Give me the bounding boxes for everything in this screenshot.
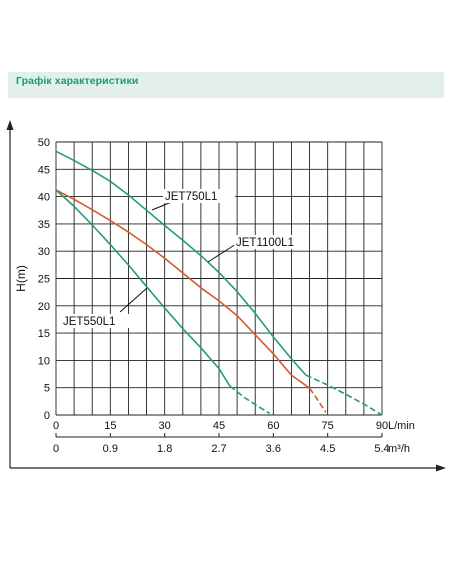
x-tick-label: 0 [53,420,59,432]
chart-labels: H(m) JET750L1 JET1100L1 JET550L1 [14,189,306,328]
series-extension-0 [305,374,383,416]
x2-tick-label: 0.9 [103,443,118,455]
x-tick-label: 30 [159,420,171,432]
x2-tick-label: 0 [53,443,59,455]
x-tick-label: 90 [376,420,388,432]
chart-series [55,150,383,416]
x2-unit-label: m³/h [388,443,410,455]
x2-tick-label: 1.8 [157,443,172,455]
y-tick-label: 5 [44,383,50,395]
y-tick-label: 20 [38,301,50,313]
x-tick-label: 75 [322,420,334,432]
series-extension-1 [308,387,327,413]
series-label: JET750L1 [165,191,217,203]
x2-tick-label: 2.7 [211,443,226,455]
section-header-bar: Графік характеристики [8,72,444,98]
x2-tick-label: 3.6 [266,443,281,455]
series-leader-line [207,243,237,263]
series-label: JET550L1 [63,316,115,328]
y-tick-label: 0 [44,410,50,422]
series-label-background [61,314,133,328]
y-tick-label: 15 [38,328,50,340]
x-unit-label: L/min [388,420,415,432]
y-tick-label: 10 [38,355,50,367]
x-tick-label: 45 [213,420,225,432]
series-leader-line [119,287,148,313]
series-line-1 [55,189,311,389]
series-label: JET1100L1 [236,237,294,249]
y-tick-label: 30 [38,246,50,258]
y-tick-label: 40 [38,192,50,204]
series-label-background [234,235,306,249]
series-line-2 [55,189,231,387]
x2-tick-label: 4.5 [320,443,335,455]
x-tick-label: 60 [267,420,279,432]
y-axis-arrow [6,120,14,130]
section-title: Графік характеристики [16,75,139,87]
chart-grid [55,141,383,416]
y-tick-label: 45 [38,164,50,176]
chart-frame [6,120,446,472]
x-tick-label: 15 [104,420,116,432]
series-extension-2 [229,385,271,415]
x2-tick-label: 5.4 [374,443,389,455]
series-label-background [163,189,235,203]
y-tick-label: 35 [38,219,50,231]
series-line-0 [55,150,307,376]
x-axis-arrow [436,464,446,472]
chart-ticks: 0 5 10 15 20 25 30 35 40 45 50 0 15 30 45 60 75 90 0 0.9 1.8… [38,137,415,455]
y-tick-label: 50 [38,137,50,149]
y-axis-label: H(m) [14,265,28,292]
y-tick-label: 25 [38,274,50,286]
